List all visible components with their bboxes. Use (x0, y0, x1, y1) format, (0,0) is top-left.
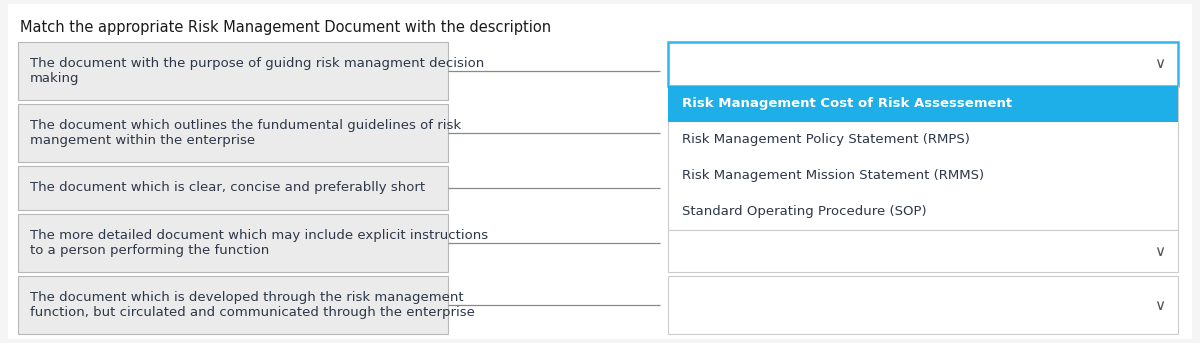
Bar (668, 86, 1178, 230)
Bar (18, 166, 448, 210)
Bar (18, 214, 448, 272)
Text: Risk Management Cost of Risk Assessement: Risk Management Cost of Risk Assessement (682, 97, 1012, 110)
Bar (668, 86, 1178, 122)
Bar (668, 42, 1178, 86)
Bar (18, 276, 448, 334)
Text: Standard Operating Procedure (SOP): Standard Operating Procedure (SOP) (682, 205, 926, 218)
Text: Risk Management Policy Statement (RMPS): Risk Management Policy Statement (RMPS) (682, 133, 970, 146)
Bar (668, 230, 1178, 272)
Bar (18, 42, 448, 100)
Text: The document which is clear, concise and preferablly short: The document which is clear, concise and… (30, 181, 425, 194)
Bar (18, 104, 448, 162)
Text: The more detailed document which may include explicit instructions
to a person p: The more detailed document which may inc… (30, 229, 488, 257)
Text: Match the appropriate Risk Management Document with the description: Match the appropriate Risk Management Do… (20, 20, 551, 35)
Text: Risk Management Mission Statement (RMMS): Risk Management Mission Statement (RMMS) (682, 169, 984, 182)
Text: ∨: ∨ (1154, 297, 1165, 312)
Text: The document which outlines the fundumental guidelines of risk
mangement within : The document which outlines the fundumen… (30, 119, 461, 147)
Text: The document which is developed through the risk management
function, but circul: The document which is developed through … (30, 291, 475, 319)
Text: ∨: ∨ (1154, 244, 1165, 259)
Bar (668, 276, 1178, 334)
Text: ∨: ∨ (1154, 57, 1165, 71)
Text: The document with the purpose of guidng risk managment decision
making: The document with the purpose of guidng … (30, 57, 485, 85)
